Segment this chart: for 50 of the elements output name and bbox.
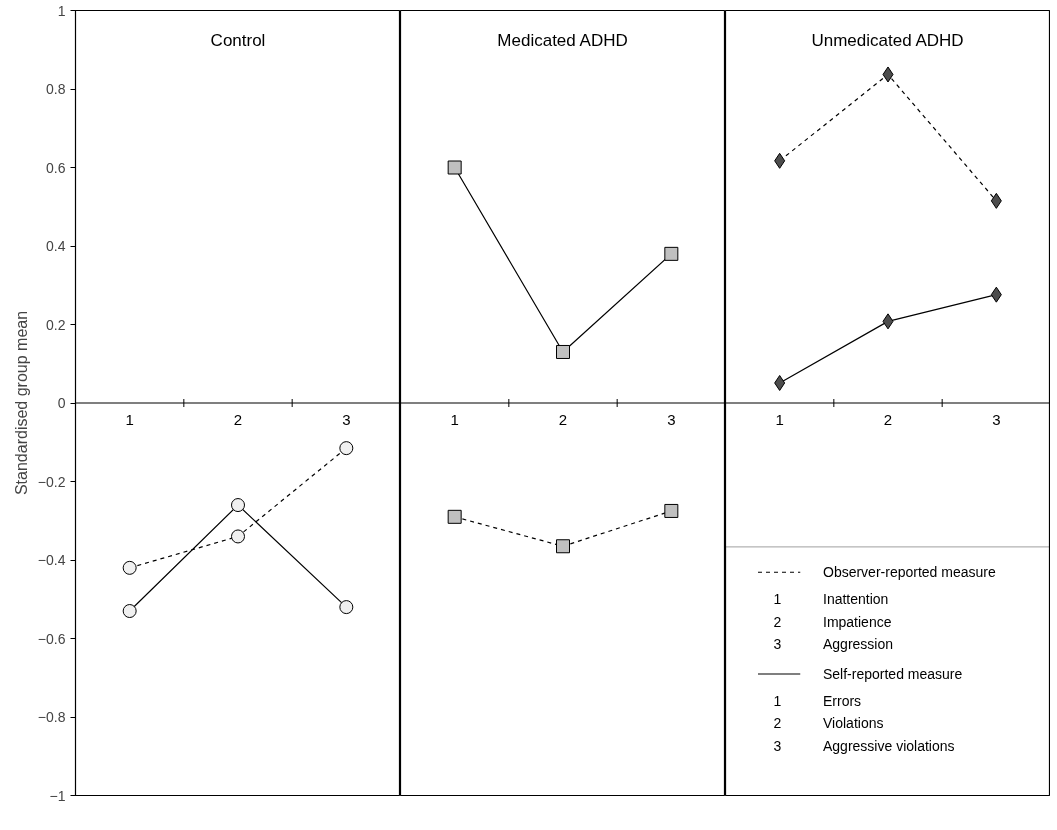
y-tick-label: −1 [49, 787, 66, 804]
x-tick-label: 3 [992, 411, 1001, 428]
x-tick-label: 3 [667, 411, 676, 428]
legend-label: Self-reported measure [823, 665, 963, 682]
point [556, 539, 570, 554]
point [231, 498, 245, 513]
point [774, 152, 786, 169]
y-tick-label: −0.2 [37, 473, 66, 490]
point [990, 192, 1002, 209]
point [990, 286, 1002, 303]
legend-label: Observer-reported measure [823, 564, 996, 581]
point [447, 160, 462, 175]
text: 3 Aggressive violations [773, 738, 955, 755]
text: Unmedicated ADHD [811, 30, 964, 50]
text: 1 Errors [773, 692, 862, 709]
x-tick-label: 1 [125, 411, 134, 428]
text: 1 Inattention [773, 591, 889, 608]
x-tick-label: 1 [775, 411, 784, 428]
text: 2 Violations [773, 715, 884, 732]
point [882, 313, 894, 330]
point [122, 560, 137, 575]
y-tick-label: −0.6 [37, 630, 66, 647]
y-tick-label: 0.8 [46, 81, 66, 97]
x-tick-label: 2 [233, 411, 243, 428]
point [556, 344, 570, 359]
x-tick-label: 2 [883, 411, 893, 428]
point [231, 529, 245, 544]
text: Medicated ADHD [497, 30, 628, 50]
y-tick-label: 0 [57, 395, 66, 411]
point [664, 246, 679, 261]
point [339, 600, 354, 615]
point [447, 509, 462, 524]
y-axis-title: Standardised group mean [12, 310, 30, 496]
text: Control [210, 30, 266, 50]
x-tick-label: 3 [342, 411, 351, 428]
point [882, 66, 894, 83]
y-tick-label: 0.6 [46, 159, 66, 176]
y-tick-label: 0.2 [46, 316, 66, 333]
y-tick-label: −0.4 [37, 552, 66, 568]
text: 3 Aggression [773, 636, 894, 653]
point [774, 374, 786, 391]
x-tick-label: 1 [450, 411, 459, 428]
point [122, 604, 137, 619]
text: 2 Impatience [773, 613, 892, 630]
point [664, 503, 679, 518]
x-tick-label: 2 [558, 411, 568, 428]
y-tick-label: −0.8 [37, 709, 66, 725]
y-tick-label: 1 [57, 2, 66, 19]
point [339, 441, 354, 456]
y-tick-label: 0.4 [46, 238, 66, 254]
